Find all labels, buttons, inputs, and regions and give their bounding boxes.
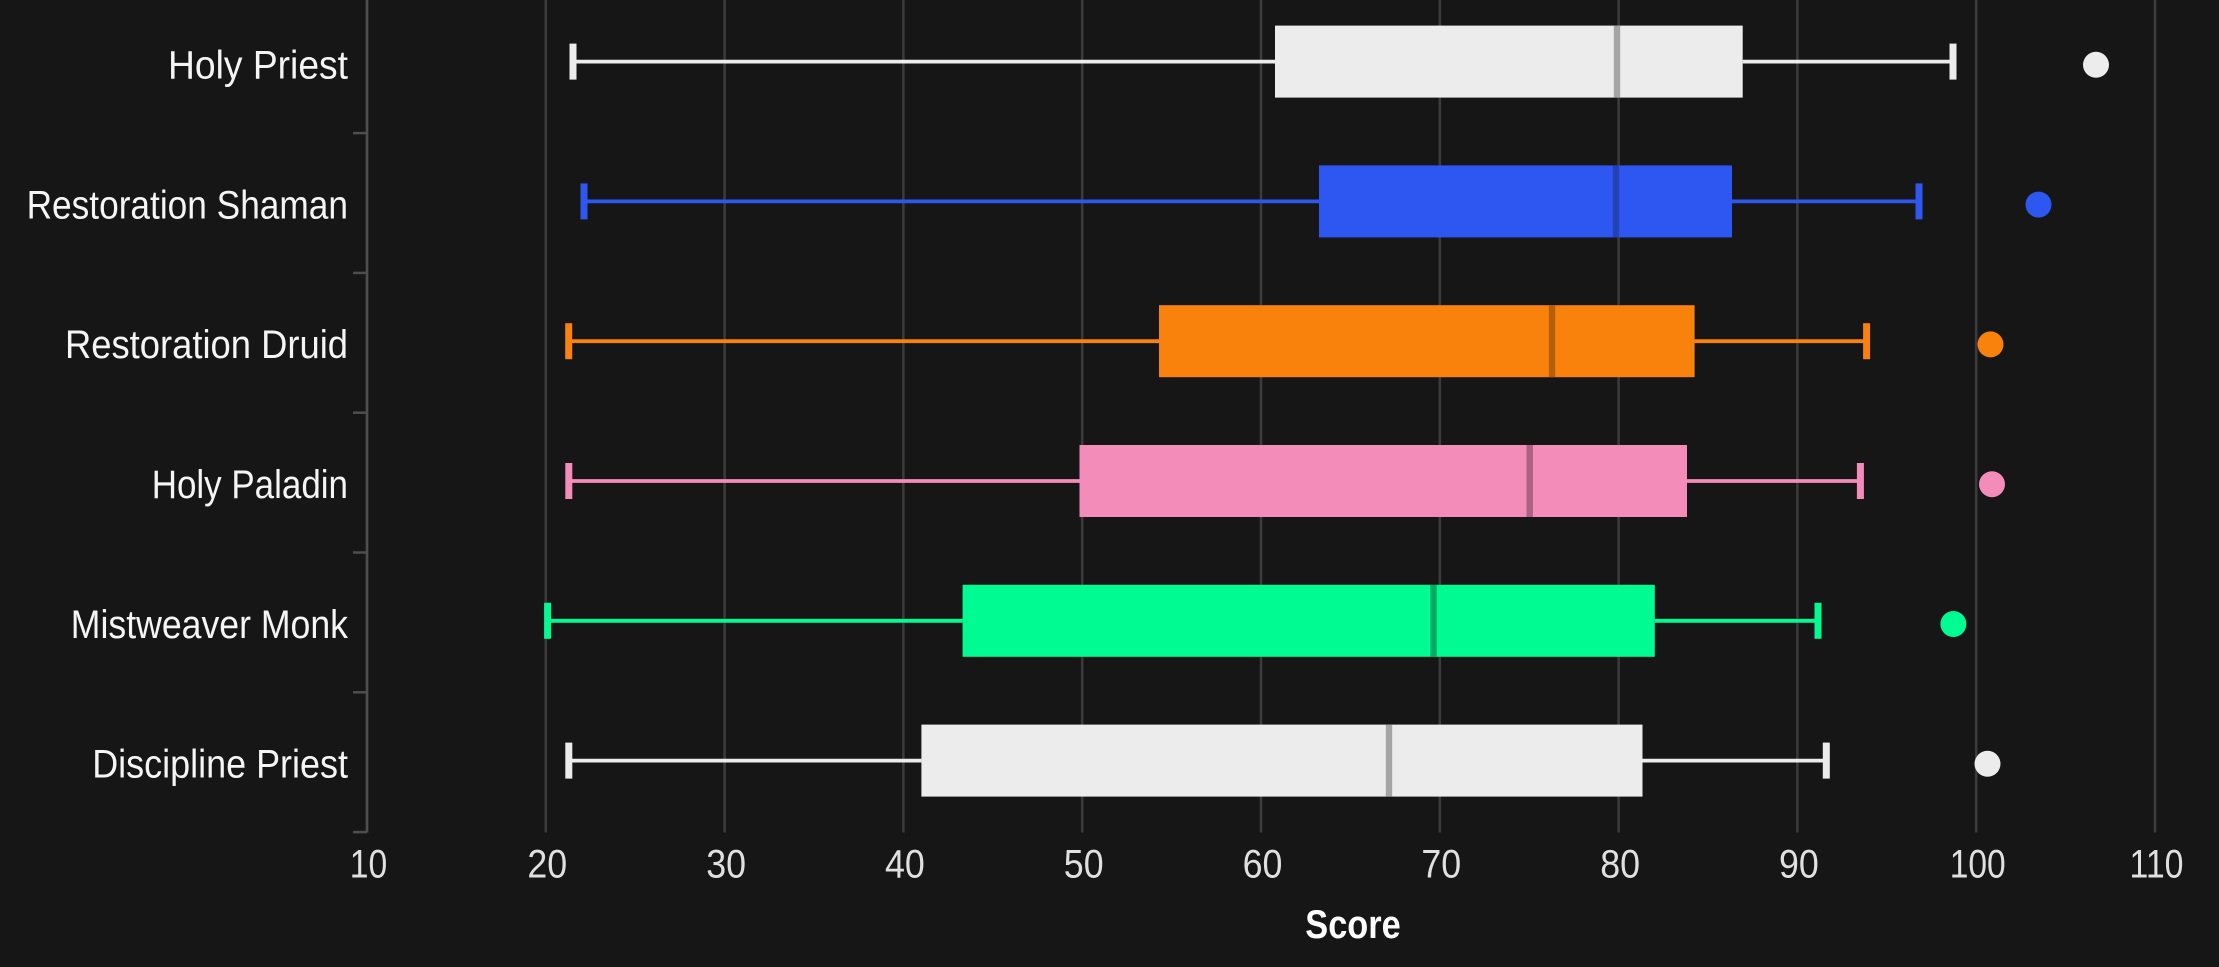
svg-text:60: 60 [1243,843,1283,887]
svg-text:40: 40 [885,843,925,887]
svg-text:70: 70 [1421,843,1461,887]
svg-text:50: 50 [1064,843,1104,887]
svg-text:110: 110 [2130,843,2184,887]
svg-text:Score: Score [1305,903,1400,947]
svg-text:90: 90 [1779,843,1819,887]
svg-text:Holy Paladin: Holy Paladin [152,463,348,507]
svg-text:100: 100 [1950,843,2006,887]
svg-text:30: 30 [706,843,746,887]
svg-text:Discipline Priest: Discipline Priest [92,743,348,787]
svg-text:Holy Priest: Holy Priest [168,44,348,88]
svg-text:80: 80 [1600,843,1640,887]
svg-text:Restoration Shaman: Restoration Shaman [27,183,348,227]
svg-text:Restoration Druid: Restoration Druid [65,323,348,367]
svg-text:20: 20 [527,843,567,887]
svg-text:10: 10 [350,843,388,887]
svg-text:Mistweaver Monk: Mistweaver Monk [71,603,349,647]
